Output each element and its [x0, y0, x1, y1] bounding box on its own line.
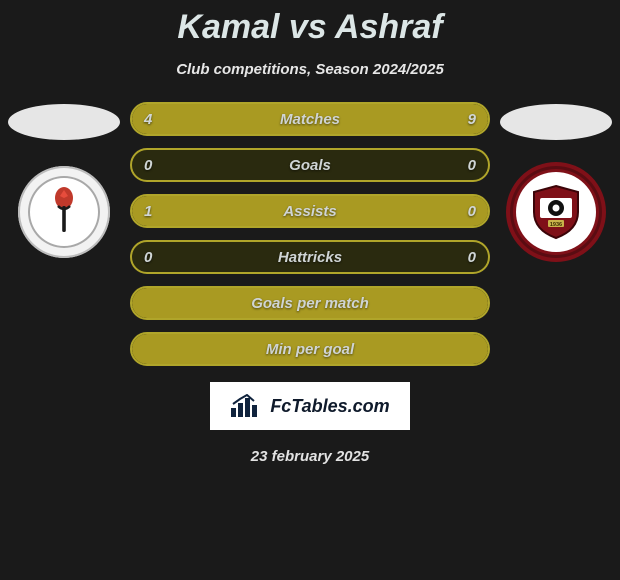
stat-value-left: 0 — [144, 249, 152, 266]
stat-value-right: 0 — [468, 157, 476, 174]
stats-column: 4 9 Matches 0 0 Goals 1 0 Assists 0 0 Hattricks Goal… — [130, 98, 490, 366]
stat-value-left: 1 — [144, 203, 152, 220]
club-logo-right: 1936 — [510, 166, 602, 258]
stat-label: Goals — [289, 157, 331, 174]
stat-row-assists: 1 0 Assists — [130, 194, 490, 228]
page-title: Kamal vs Ashraf — [0, 8, 620, 47]
player-name-right-placeholder — [500, 104, 612, 140]
player-name-left-placeholder — [8, 104, 120, 140]
stat-label: Min per goal — [266, 341, 354, 358]
stat-row-matches: 4 9 Matches — [130, 102, 490, 136]
brand-badge: FcTables.com — [210, 382, 409, 430]
club-logo-right-ring: 1936 — [516, 172, 596, 252]
stat-row-goals: 0 0 Goals — [130, 148, 490, 182]
stat-label: Hattricks — [278, 249, 342, 266]
stat-value-left: 4 — [144, 111, 152, 128]
svg-text:1936: 1936 — [550, 222, 562, 228]
stat-label: Matches — [280, 111, 340, 128]
stat-label: Goals per match — [251, 295, 369, 312]
club-logo-left — [18, 166, 110, 258]
stat-label: Assists — [283, 203, 336, 220]
right-player-column: 1936 — [496, 98, 616, 258]
stat-value-right: 0 — [468, 249, 476, 266]
shield-icon: 1936 — [530, 184, 582, 240]
stat-row-hattricks: 0 0 Hattricks — [130, 240, 490, 274]
stat-value-left: 0 — [144, 157, 152, 174]
stat-value-right: 9 — [468, 111, 476, 128]
brand-label: FcTables.com — [270, 396, 389, 417]
torch-icon — [42, 186, 86, 238]
chart-icon — [230, 394, 260, 418]
subtitle: Club competitions, Season 2024/2025 — [0, 61, 620, 78]
stat-row-min-per-goal: Min per goal — [130, 332, 490, 366]
date-label: 23 february 2025 — [251, 448, 369, 465]
club-logo-left-inner — [28, 176, 100, 248]
stat-row-goals-per-match: Goals per match — [130, 286, 490, 320]
stat-value-right: 0 — [468, 203, 476, 220]
left-player-column — [4, 98, 124, 258]
